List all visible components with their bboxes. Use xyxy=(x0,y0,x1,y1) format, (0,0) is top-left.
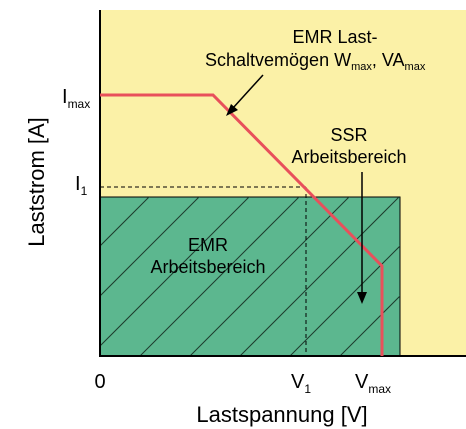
emr-area xyxy=(99,196,401,357)
ssr-label-line1: SSR xyxy=(330,125,367,145)
emr-area-label-line2: Arbeitsbereich xyxy=(150,257,265,277)
y-axis-label: Laststrom [A] xyxy=(24,117,49,247)
capacity-arrow xyxy=(232,74,264,109)
ssr-label-line2: Arbeitsbereich xyxy=(291,147,406,167)
emr-capacity-label-line1: EMR Last- xyxy=(292,27,377,47)
tick-origin: 0 xyxy=(94,371,105,393)
emr-area-label-line1: EMR xyxy=(188,235,228,255)
ssr-arrowhead xyxy=(357,292,367,304)
capacity-arrowhead xyxy=(226,104,238,116)
tick-vmax: Vmax xyxy=(355,371,391,396)
x-axis-label: Lastspannung [V] xyxy=(196,402,367,427)
tick-i1: I1 xyxy=(75,173,88,198)
tick-imax: Imax xyxy=(62,86,90,111)
tick-v1: V1 xyxy=(291,371,311,396)
emr-limit-line xyxy=(100,93,384,356)
emr-capacity-label-line2: Schaltvemögen Wmax, VAmax xyxy=(205,50,426,73)
emr-area-hatching xyxy=(100,197,400,356)
